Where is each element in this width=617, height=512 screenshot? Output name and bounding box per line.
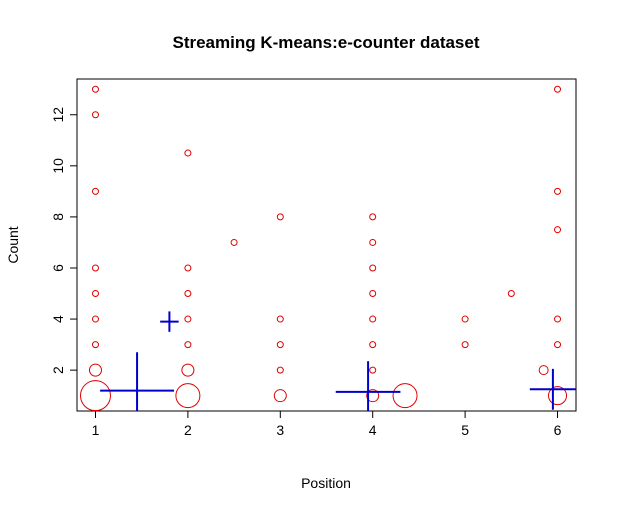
data-point xyxy=(369,213,377,221)
y-axis-label: Count xyxy=(5,226,21,263)
data-point xyxy=(507,290,515,298)
cluster-center-marker xyxy=(529,368,576,410)
data-point xyxy=(554,226,562,234)
y-tick-label: 10 xyxy=(50,158,66,174)
data-point xyxy=(184,149,192,157)
x-axis-label: Position xyxy=(301,475,351,491)
data-point xyxy=(184,341,192,349)
data-point xyxy=(91,85,99,93)
data-point xyxy=(91,315,99,323)
cluster-center-marker xyxy=(335,361,401,411)
x-tick-label: 3 xyxy=(276,422,284,438)
plot-frame xyxy=(76,78,577,412)
data-point xyxy=(369,238,377,246)
data-point xyxy=(369,264,377,272)
centers-layer xyxy=(100,311,576,411)
data-point xyxy=(554,341,562,349)
data-point xyxy=(91,264,99,272)
y-tick-label: 2 xyxy=(50,366,66,374)
x-tick-label: 5 xyxy=(461,422,469,438)
data-point xyxy=(91,111,99,119)
chart-title: Streaming K-means:e-counter dataset xyxy=(172,33,479,52)
data-point xyxy=(276,366,284,374)
y-tick-label: 8 xyxy=(50,213,66,221)
y-tick-label: 12 xyxy=(50,107,66,123)
data-point xyxy=(554,85,562,93)
y-tick-label: 4 xyxy=(50,315,66,323)
data-point xyxy=(175,383,201,409)
x-axis: 1 2 3 4 5 6 xyxy=(92,410,562,438)
data-point xyxy=(184,315,192,323)
data-point xyxy=(366,389,380,403)
data-point xyxy=(184,264,192,272)
data-point xyxy=(79,380,111,412)
x-tick-label: 2 xyxy=(184,422,192,438)
data-point xyxy=(554,187,562,195)
y-tick-label: 6 xyxy=(50,264,66,272)
data-point xyxy=(538,365,549,376)
data-point xyxy=(369,366,377,374)
data-point xyxy=(91,341,99,349)
data-point xyxy=(548,386,568,406)
x-tick-label: 4 xyxy=(369,422,377,438)
x-tick-label: 6 xyxy=(554,422,562,438)
data-point xyxy=(88,363,102,377)
data-point xyxy=(369,290,377,298)
data-point xyxy=(369,341,377,349)
data-point xyxy=(369,315,377,323)
y-axis: 2 4 6 8 10 12 xyxy=(50,107,78,374)
points-layer xyxy=(79,85,568,412)
cluster-center-marker xyxy=(100,352,175,411)
data-point xyxy=(230,238,238,246)
data-point xyxy=(276,341,284,349)
cluster-center-marker xyxy=(160,311,179,332)
data-point xyxy=(554,315,562,323)
data-point xyxy=(392,383,418,409)
data-point xyxy=(91,290,99,298)
data-point xyxy=(461,341,469,349)
data-point xyxy=(181,363,195,377)
x-tick-label: 1 xyxy=(92,422,100,438)
data-point xyxy=(276,213,284,221)
data-point xyxy=(461,315,469,323)
data-point xyxy=(184,290,192,298)
data-point xyxy=(91,187,99,195)
data-point xyxy=(276,315,284,323)
data-point xyxy=(273,389,287,403)
